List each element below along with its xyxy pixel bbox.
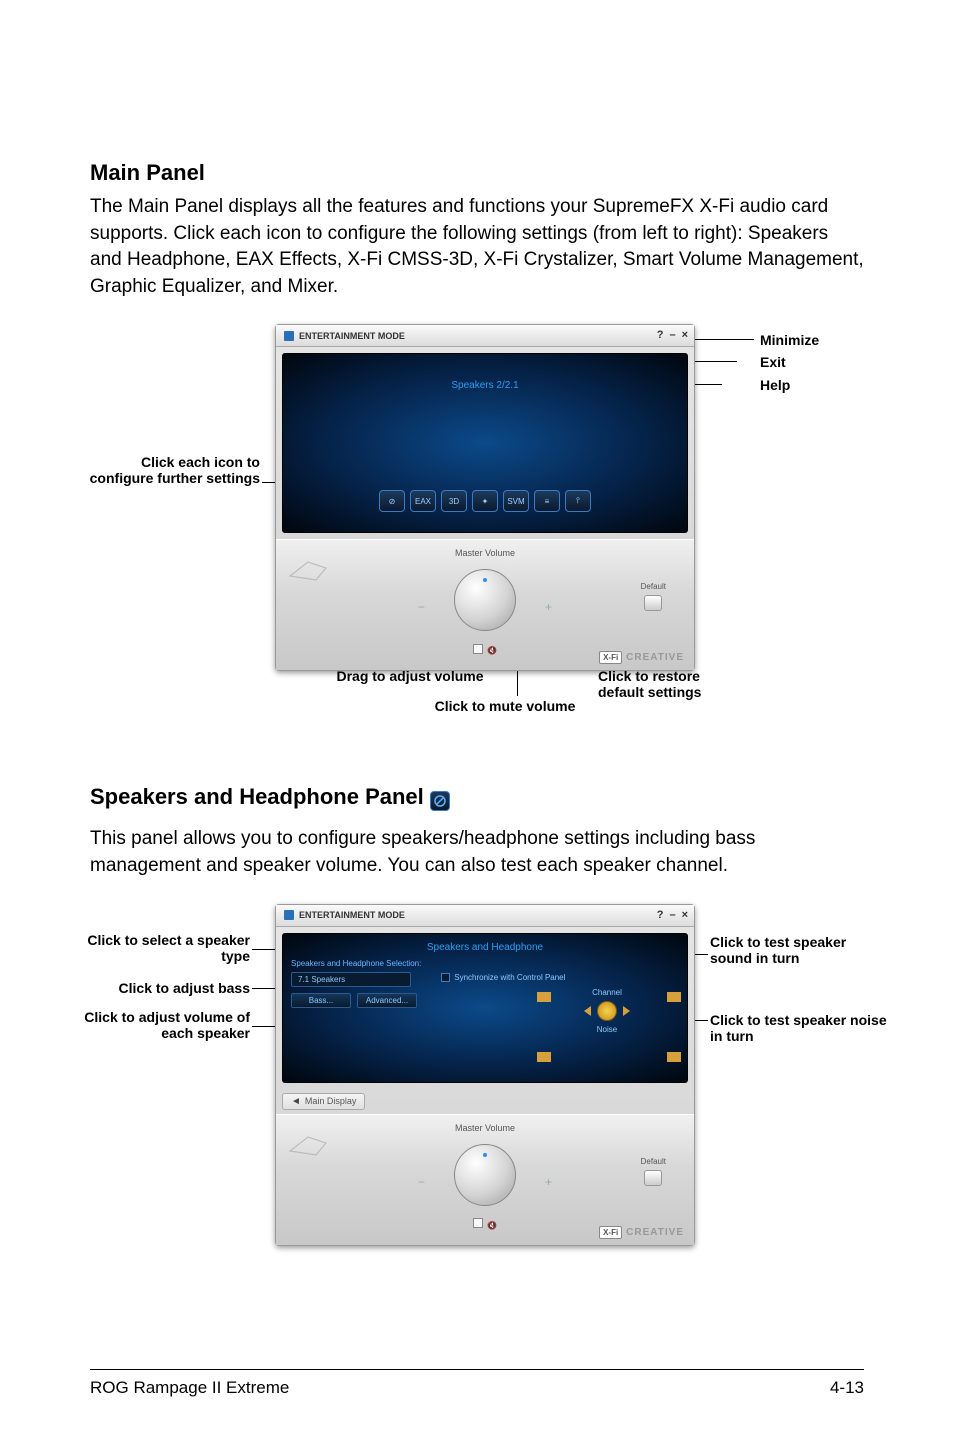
mute-checkbox[interactable] (473, 644, 483, 654)
noise-label: Noise (537, 1025, 677, 1034)
channel-next-button[interactable] (623, 1006, 630, 1016)
xfi-badge-2: X-Fi (599, 1226, 622, 1239)
svm-icon[interactable]: SVM (503, 490, 529, 512)
minimize-button-2[interactable]: – (669, 909, 675, 921)
minimize-button[interactable]: – (669, 329, 675, 341)
sync-checkbox[interactable] (441, 973, 450, 982)
xfi-app-icon-2 (284, 910, 294, 920)
callout-select-speaker: Click to select a speaker type (70, 932, 250, 964)
panel-heading: Speakers and Headphone (291, 942, 679, 953)
title-bar: ENTERTAINMENT MODE ? – × (276, 325, 694, 347)
volume-minus-icon: − (418, 600, 425, 614)
speakers-panel-body: This panel allows you to configure speak… (90, 826, 864, 879)
default-label-2: Default (641, 1157, 666, 1166)
speaker-rear-right-icon[interactable] (667, 1052, 681, 1062)
main-panel-heading: Main Panel (90, 160, 864, 186)
main-display-button[interactable]: ◄ Main Display (282, 1093, 365, 1110)
callout-mute: Click to mute volume (380, 698, 630, 714)
entertainment-panel-main: ENTERTAINMENT MODE ? – × Speakers 2/2.1 … (275, 324, 695, 671)
entertainment-panel-speakers: ENTERTAINMENT MODE ? – × Speakers and He… (275, 904, 695, 1246)
mute-icon: 🔇 (487, 646, 497, 655)
mute-checkbox-2[interactable] (473, 1218, 483, 1228)
speaker-config-label: Speakers 2/2.1 (451, 380, 518, 391)
channel-label: Channel (537, 988, 677, 997)
callout-adjust-bass: Click to adjust bass (30, 980, 250, 996)
speakers-panel-heading: Speakers and Headphone Panel (90, 784, 424, 810)
main-display-label: Main Display (305, 1096, 357, 1106)
callout-icons: Click each icon to configure further set… (80, 454, 260, 486)
sync-label: Synchronize with Control Panel (454, 973, 565, 982)
xfi-app-icon (284, 331, 294, 341)
footer-right: 4-13 (830, 1378, 864, 1398)
footer-left: ROG Rampage II Extreme (90, 1378, 289, 1398)
callout-adjust-speaker-volume: Click to adjust volume of each speaker (80, 1009, 250, 1041)
channel-prev-button[interactable] (584, 1006, 591, 1016)
speakers-panel-figure: Click to select a speaker type Click to … (90, 904, 864, 1244)
equalizer-icon[interactable]: ≡ (534, 490, 560, 512)
crystalizer-icon[interactable]: ✦ (472, 490, 498, 512)
advanced-button[interactable]: Advanced... (357, 993, 417, 1008)
close-button[interactable]: × (682, 329, 688, 341)
restore-default-button[interactable] (644, 595, 662, 611)
master-volume-label: Master Volume (288, 548, 682, 558)
channel-play-button[interactable] (597, 1001, 617, 1021)
speaker-type-dropdown[interactable]: 7.1 Speakers (291, 972, 411, 987)
speaker-rear-left-icon[interactable] (537, 1052, 551, 1062)
volume-plus-icon-2: + (545, 1175, 552, 1189)
volume-area: Master Volume − + Default 🔇 X-Fi CREATIV… (276, 539, 694, 670)
selection-subhead: Speakers and Headphone Selection: (291, 959, 679, 968)
callout-default: Click to restore default settings (598, 668, 748, 700)
display-area: Speakers 2/2.1 ⊘ EAX 3D ✦ SVM ≡ ⫯ (282, 353, 688, 533)
speakers-headphone-title-icon (430, 791, 450, 811)
callout-exit: Exit (760, 354, 786, 370)
default-label: Default (641, 582, 666, 591)
volume-area-2: Master Volume − + Default 🔇 X-Fi CREATIV… (276, 1114, 694, 1245)
bass-button[interactable]: Bass... (291, 993, 351, 1008)
cmss-3d-icon[interactable]: 3D (441, 490, 467, 512)
main-panel-body: The Main Panel displays all the features… (90, 194, 864, 300)
callout-help: Help (760, 377, 790, 393)
callout-test-noise: Click to test speaker noise in turn (710, 1012, 890, 1044)
xfi-badge: X-Fi (599, 651, 622, 664)
callout-minimize: Minimize (760, 332, 819, 348)
speakers-config-area: Speakers and Headphone Speakers and Head… (282, 933, 688, 1083)
speakers-headphone-icon[interactable]: ⊘ (379, 490, 405, 512)
feature-icon-row: ⊘ EAX 3D ✦ SVM ≡ ⫯ (379, 490, 591, 512)
back-arrow-icon: ◄ (291, 1096, 301, 1107)
title-bar-2: ENTERTAINMENT MODE ? – × (276, 905, 694, 927)
callout-test-sound: Click to test speaker sound in turn (710, 934, 890, 966)
volume-knob-2[interactable] (454, 1144, 516, 1206)
creative-brand-2: CREATIVE (626, 1227, 684, 1238)
master-volume-label-2: Master Volume (288, 1123, 682, 1133)
mute-icon-2: 🔇 (487, 1221, 497, 1230)
window-title: ENTERTAINMENT MODE (299, 331, 405, 341)
page-footer: ROG Rampage II Extreme 4-13 (90, 1369, 864, 1398)
main-panel-figure: Minimize Exit Help Click each icon to co… (90, 324, 864, 724)
volume-knob[interactable] (454, 569, 516, 631)
mixer-icon[interactable]: ⫯ (565, 490, 591, 512)
help-button-2[interactable]: ? (657, 909, 664, 921)
help-button[interactable]: ? (657, 329, 664, 341)
volume-plus-icon: + (545, 600, 552, 614)
window-title-2: ENTERTAINMENT MODE (299, 910, 405, 920)
close-button-2[interactable]: × (682, 909, 688, 921)
eax-effects-icon[interactable]: EAX (410, 490, 436, 512)
volume-minus-icon-2: − (418, 1175, 425, 1189)
creative-brand: CREATIVE (626, 652, 684, 663)
restore-default-button-2[interactable] (644, 1170, 662, 1186)
